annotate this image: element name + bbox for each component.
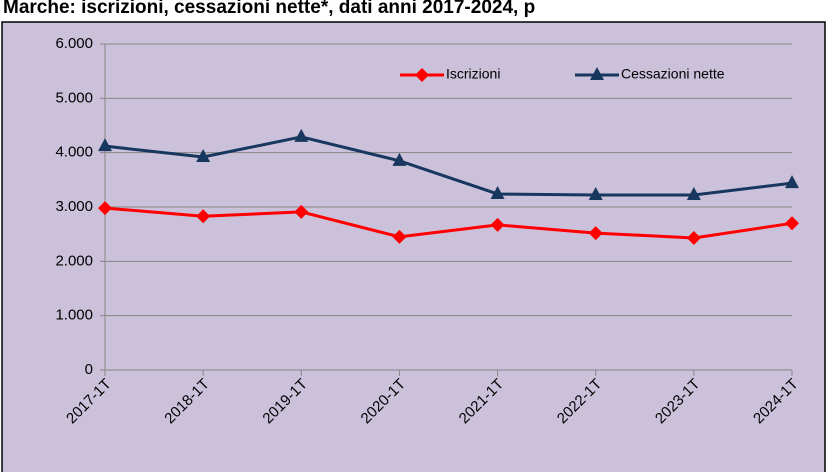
point-marker bbox=[98, 138, 112, 152]
y-tick-label: 3.000 bbox=[55, 198, 93, 215]
series-line bbox=[104, 206, 793, 240]
chart-frame bbox=[1, 21, 826, 472]
chart-title: Marche: iscrizioni, cessazioni nette*, d… bbox=[3, 0, 535, 18]
legend-marker bbox=[590, 67, 604, 80]
y-tick-label: 5.000 bbox=[55, 89, 93, 106]
point-marker bbox=[490, 217, 505, 232]
y-tick-label: 4.000 bbox=[55, 144, 93, 161]
point-marker bbox=[785, 175, 799, 189]
point-marker bbox=[588, 187, 603, 201]
point-marker bbox=[588, 226, 603, 241]
y-tick-label: 2.000 bbox=[55, 252, 93, 269]
point-marker bbox=[392, 229, 407, 244]
y-tick-label: 0 bbox=[85, 361, 93, 378]
legend-label: Iscrizioni bbox=[446, 66, 500, 82]
y-tick-label: 1.000 bbox=[55, 307, 93, 324]
point-marker bbox=[686, 230, 701, 245]
legend-marker bbox=[415, 68, 429, 82]
point-marker bbox=[392, 152, 407, 166]
point-marker bbox=[98, 201, 112, 216]
legend-label: Cessazioni nette bbox=[621, 66, 725, 82]
point-marker bbox=[294, 204, 309, 219]
series-line bbox=[104, 135, 793, 197]
point-marker bbox=[490, 185, 505, 199]
y-tick-label: 6.000 bbox=[55, 35, 93, 52]
point-marker bbox=[196, 149, 211, 163]
point-marker bbox=[294, 128, 309, 142]
point-marker bbox=[785, 216, 799, 231]
point-marker bbox=[686, 187, 701, 201]
point-marker bbox=[196, 209, 211, 224]
